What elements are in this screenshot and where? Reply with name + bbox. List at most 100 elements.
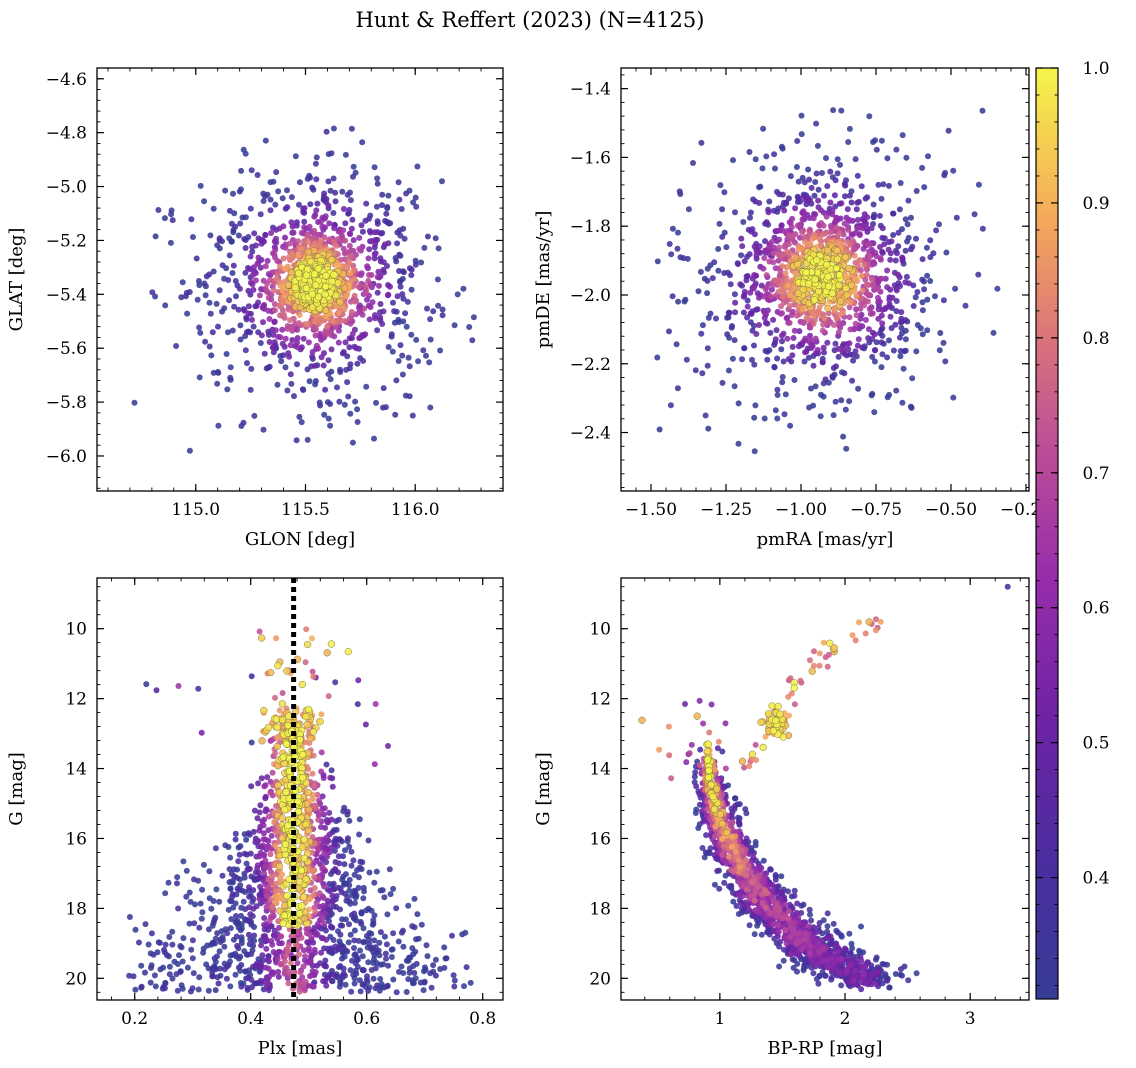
data-point	[322, 957, 329, 964]
data-point	[756, 322, 762, 328]
data-point	[829, 208, 836, 214]
data-point	[266, 917, 273, 924]
data-point	[388, 946, 395, 953]
data-point	[283, 892, 291, 900]
data-point	[237, 220, 244, 227]
data-point	[294, 960, 301, 967]
data-point	[237, 876, 244, 883]
data-point	[762, 319, 769, 326]
data-point	[285, 980, 292, 987]
data-point	[196, 374, 203, 381]
data-point	[832, 203, 839, 210]
data-point	[919, 331, 926, 338]
data-point	[868, 225, 875, 232]
y-tick-label: −1.8	[570, 217, 611, 237]
data-point	[346, 898, 353, 905]
data-point	[263, 945, 270, 952]
data-point	[346, 843, 353, 850]
data-point	[805, 354, 812, 361]
data-point	[824, 304, 832, 313]
data-point	[216, 287, 223, 294]
data-point	[305, 239, 312, 246]
data-point	[179, 279, 186, 286]
data-point	[226, 866, 233, 873]
data-point	[348, 912, 355, 919]
data-point	[802, 349, 809, 356]
data-point	[841, 253, 850, 261]
data-point	[391, 308, 398, 315]
data-point	[860, 245, 867, 252]
data-point	[395, 358, 402, 364]
data-point	[886, 296, 893, 303]
data-point	[280, 255, 287, 262]
data-point	[833, 246, 841, 255]
data-point	[342, 220, 349, 227]
data-point	[264, 893, 270, 899]
data-point	[276, 940, 283, 947]
data-point	[311, 227, 318, 234]
data-point	[330, 937, 337, 943]
data-point	[254, 260, 261, 267]
data-point	[410, 951, 417, 958]
data-point	[854, 199, 861, 206]
x-axis-label: GLON [deg]	[245, 529, 355, 550]
data-point	[372, 965, 379, 972]
data-point	[834, 232, 841, 239]
data-point	[313, 176, 320, 183]
data-point	[731, 337, 738, 344]
data-point	[269, 769, 276, 776]
data-point	[858, 923, 864, 930]
data-point	[298, 419, 305, 426]
data-point	[890, 347, 897, 354]
data-point	[356, 977, 363, 984]
data-point	[879, 249, 886, 256]
data-point	[312, 378, 319, 384]
data-point	[892, 257, 899, 264]
data-point	[282, 788, 290, 796]
data-point	[166, 934, 173, 940]
data-point	[150, 951, 157, 958]
data-point	[302, 820, 310, 829]
data-point	[233, 933, 240, 940]
data-point	[279, 299, 286, 306]
data-point	[320, 362, 327, 369]
data-point	[232, 836, 239, 843]
data-point	[382, 950, 389, 957]
data-point	[875, 294, 881, 301]
data-point	[892, 321, 899, 328]
data-point	[374, 274, 381, 280]
data-point	[899, 132, 906, 139]
data-point	[237, 322, 244, 329]
data-point	[893, 287, 900, 294]
data-point	[680, 255, 687, 262]
data-point	[914, 289, 921, 295]
data-point	[426, 359, 433, 366]
data-point	[772, 277, 779, 284]
data-point	[238, 937, 245, 944]
data-point	[342, 237, 349, 244]
data-point	[709, 275, 716, 282]
data-point	[356, 308, 363, 315]
data-point	[314, 293, 323, 301]
data-point	[332, 943, 339, 950]
data-point	[327, 255, 336, 264]
data-point	[413, 336, 420, 343]
data-point	[235, 858, 242, 865]
data-point	[285, 942, 292, 949]
x-tick-label: 0.8	[469, 1009, 496, 1029]
data-point	[872, 347, 878, 353]
data-point	[332, 189, 339, 196]
data-point	[397, 342, 404, 349]
data-point	[303, 626, 310, 633]
data-point	[179, 958, 186, 965]
data-point	[302, 875, 310, 883]
data-point	[251, 230, 258, 237]
data-point	[414, 163, 421, 170]
data-point	[748, 228, 755, 235]
data-point	[430, 962, 437, 969]
data-point	[719, 379, 726, 386]
data-point	[435, 245, 442, 252]
data-point	[318, 711, 325, 718]
data-point	[388, 954, 395, 960]
data-point	[207, 232, 214, 239]
